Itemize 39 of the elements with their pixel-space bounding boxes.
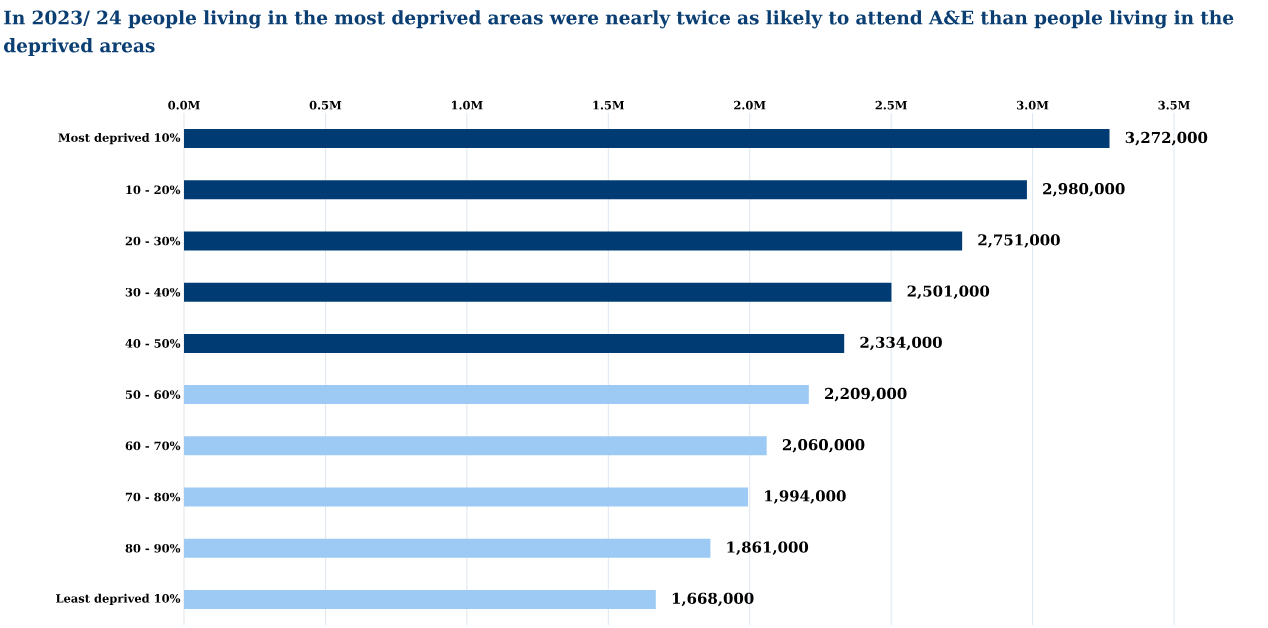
bar (184, 589, 656, 609)
y-tick-label: 30 - 40% (125, 287, 181, 297)
y-tick-label: Most deprived 10% (58, 133, 181, 145)
x-tick-label: 1.0M (451, 100, 483, 110)
x-tick-label: 1.5M (593, 100, 625, 110)
bar (184, 180, 1027, 200)
bar (184, 487, 749, 507)
chart-title: In 2023/ 24 people living in the most deprived areas were nearly twice as likely to attend A&E than people living in the deprived areas (3, 10, 1234, 57)
y-tick-label: 20 - 30% (125, 236, 181, 246)
data-label: 1,861,000 (727, 541, 809, 555)
x-tick-label: 3.5M (1158, 100, 1190, 110)
data-label: 2,060,000 (782, 439, 865, 453)
data-label: 1,668,000 (672, 592, 754, 607)
x-tick-label: 0.5M (309, 100, 342, 110)
data-label: 2,501,000 (907, 285, 990, 299)
bar (184, 231, 963, 251)
data-label: 2,334,000 (860, 336, 942, 351)
y-tick-label: 80 - 90% (125, 543, 181, 553)
x-tick-label: 2.0M (734, 100, 766, 110)
x-tick-label: 3.0M (1017, 100, 1049, 110)
bar (184, 333, 845, 353)
bar (184, 282, 892, 302)
x-tick-label: 0.0M (168, 100, 200, 110)
bar (184, 129, 1110, 149)
y-tick-label: Least deprived 10% (56, 593, 181, 605)
y-tick-label: 60 - 70% (125, 441, 181, 451)
data-label: 2,209,000 (825, 387, 907, 402)
data-label: 3,272,000 (1125, 131, 1208, 146)
bar (184, 436, 767, 456)
bar (184, 385, 809, 405)
y-tick-label: 50 - 60% (125, 390, 181, 399)
y-tick-label: 70 - 80% (125, 492, 181, 502)
data-label: 1,994,000 (765, 490, 846, 504)
data-label: 2,751,000 (978, 234, 1060, 248)
y-tick-label: 10 - 20% (126, 185, 181, 195)
x-tick-label: 2.5M (875, 100, 907, 110)
bar (184, 538, 711, 558)
y-tick-label: 40 - 50% (125, 339, 181, 348)
data-label: 2,980,000 (1043, 183, 1125, 197)
